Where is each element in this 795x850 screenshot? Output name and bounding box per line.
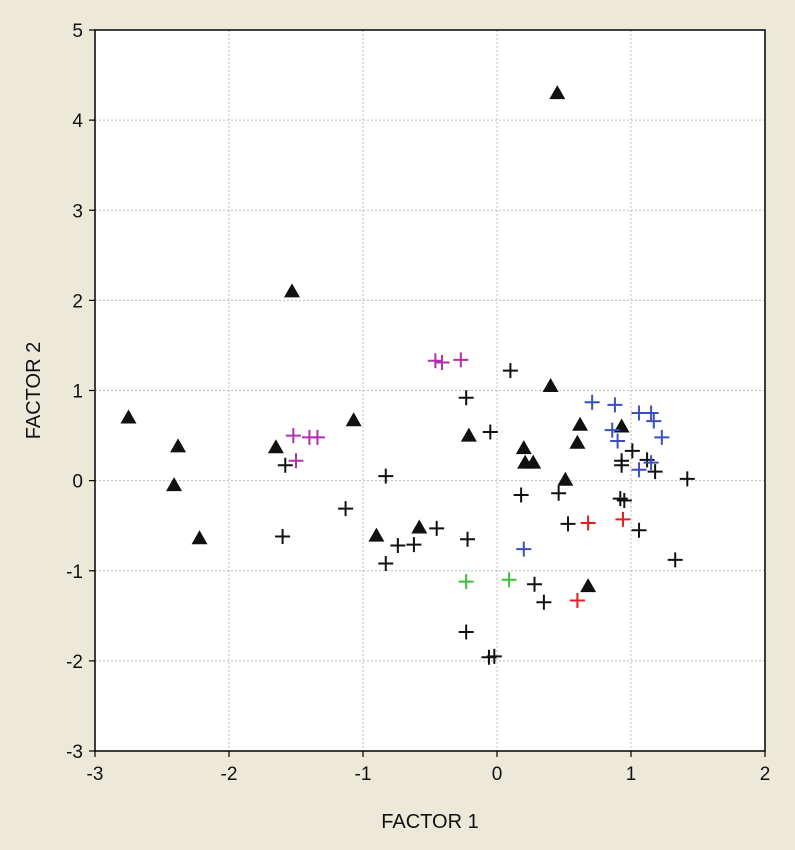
plus-point-black bbox=[378, 468, 394, 484]
x-tick-label: 1 bbox=[626, 764, 637, 785]
plus-point-magenta bbox=[453, 352, 469, 368]
y-tick-label: 1 bbox=[72, 382, 83, 403]
triangle-point bbox=[368, 527, 385, 542]
triangle-point bbox=[525, 454, 542, 469]
plus-point-black bbox=[406, 537, 422, 553]
triangle-point bbox=[345, 412, 362, 427]
plus-point-magenta bbox=[434, 355, 450, 371]
grid-lines bbox=[95, 30, 765, 751]
plus-point-black bbox=[338, 501, 354, 517]
y-tick-label: -1 bbox=[66, 562, 83, 583]
y-tick-label: 2 bbox=[72, 291, 83, 312]
triangle-point bbox=[515, 440, 532, 455]
x-tick-label: -2 bbox=[221, 764, 238, 785]
plus-point-red bbox=[615, 511, 631, 527]
y-tick-label: 3 bbox=[72, 201, 83, 222]
triangle-point bbox=[170, 438, 187, 453]
plus-point-black bbox=[486, 648, 502, 664]
plus-point-black bbox=[458, 390, 474, 406]
y-tick-label: 4 bbox=[72, 111, 83, 132]
triangle-point bbox=[191, 530, 208, 545]
plus-point-black bbox=[647, 464, 663, 480]
triangle-point bbox=[572, 416, 589, 431]
plus-point-black bbox=[624, 443, 640, 459]
plus-point-green bbox=[458, 574, 474, 590]
plus-point-black bbox=[679, 471, 695, 487]
plus-point-black bbox=[513, 487, 529, 503]
y-axis-title: FACTOR 2 bbox=[23, 342, 45, 439]
plus-point-blue bbox=[643, 405, 659, 421]
plus-point-black bbox=[560, 516, 576, 532]
plus-point-blue bbox=[646, 413, 662, 429]
plus-point-black bbox=[536, 594, 552, 610]
x-tick-label: 2 bbox=[760, 764, 771, 785]
plus-point-black bbox=[612, 491, 628, 507]
plot-area bbox=[95, 30, 765, 751]
plus-point-black bbox=[390, 538, 406, 554]
plus-point-black bbox=[458, 624, 474, 640]
plus-point-black bbox=[527, 576, 543, 592]
plus-point-blue bbox=[654, 429, 670, 445]
x-axis-title: FACTOR 1 bbox=[381, 811, 478, 833]
plus-point-blue bbox=[516, 541, 532, 557]
triangle-point bbox=[283, 283, 300, 298]
plus-point-blue bbox=[604, 422, 620, 438]
plus-point-black bbox=[482, 424, 498, 440]
plus-point-black bbox=[378, 556, 394, 572]
plus-point-magenta bbox=[285, 428, 301, 444]
plus-point-blue bbox=[607, 397, 623, 413]
plus-point-black bbox=[614, 453, 630, 469]
triangle-point bbox=[580, 578, 597, 593]
triangle-point bbox=[557, 471, 574, 486]
triangle-point bbox=[267, 439, 284, 454]
plus-point-black bbox=[460, 531, 476, 547]
triangle-point bbox=[166, 477, 183, 492]
y-tick-label: -3 bbox=[66, 742, 83, 763]
plus-point-black bbox=[551, 485, 567, 501]
y-tick-label: 5 bbox=[72, 21, 83, 42]
triangle-point bbox=[613, 418, 630, 433]
triangle-point bbox=[569, 434, 586, 449]
plus-point-blue bbox=[631, 462, 647, 478]
plus-point-black bbox=[275, 529, 291, 545]
plus-point-black bbox=[667, 552, 683, 568]
axis-ticks: -3 -2 -1 0 1 2 -3 -2 -1 0 1 2 3 4 5 bbox=[66, 21, 770, 785]
triangle-point bbox=[460, 427, 477, 442]
plus-point-magenta bbox=[309, 429, 325, 445]
plus-point-black bbox=[429, 520, 445, 536]
plus-point-red bbox=[580, 515, 596, 531]
plus-point-magenta bbox=[288, 453, 304, 469]
plus-point-black bbox=[502, 363, 518, 379]
x-tick-label: -1 bbox=[355, 764, 372, 785]
triangle-point bbox=[411, 519, 428, 534]
plus-point-green bbox=[501, 572, 517, 588]
plot-frame bbox=[94, 29, 766, 752]
triangle-point bbox=[120, 409, 137, 424]
triangle-point bbox=[549, 85, 566, 100]
plus-point-blue bbox=[610, 433, 626, 449]
x-tick-label: 0 bbox=[492, 764, 503, 785]
plus-point-red bbox=[569, 592, 585, 608]
plus-point-magenta bbox=[427, 353, 443, 369]
plus-point-black bbox=[277, 457, 293, 473]
plus-point-blue bbox=[643, 455, 659, 471]
y-tick-label: 0 bbox=[72, 472, 83, 493]
plus-point-blue bbox=[584, 394, 600, 410]
triangle-point bbox=[542, 377, 559, 392]
x-tick-label: -3 bbox=[87, 764, 104, 785]
y-tick-label: -2 bbox=[66, 652, 83, 673]
plus-point-black bbox=[631, 522, 647, 538]
data-points bbox=[120, 85, 695, 665]
